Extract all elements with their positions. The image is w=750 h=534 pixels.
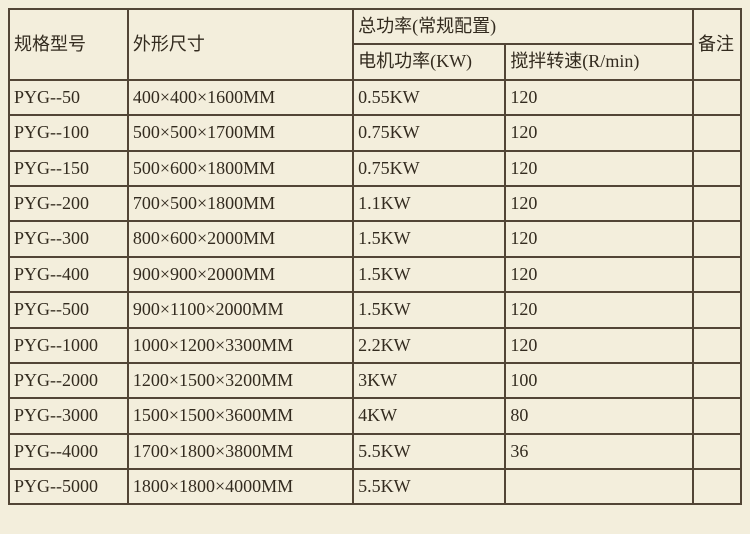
- cell-model: PYG--150: [9, 151, 128, 186]
- cell-mix_speed: 120: [505, 80, 693, 115]
- cell-model: PYG--400: [9, 257, 128, 292]
- cell-mix_speed: 80: [505, 398, 693, 433]
- cell-motor_power: 3KW: [353, 363, 505, 398]
- cell-remark: [693, 257, 741, 292]
- header-remark: 备注: [693, 9, 741, 80]
- cell-motor_power: 0.55KW: [353, 80, 505, 115]
- cell-mix_speed: [505, 469, 693, 504]
- cell-model: PYG--5000: [9, 469, 128, 504]
- cell-motor_power: 4KW: [353, 398, 505, 433]
- cell-remark: [693, 80, 741, 115]
- cell-remark: [693, 398, 741, 433]
- cell-dimension: 700×500×1800MM: [128, 186, 353, 221]
- cell-remark: [693, 151, 741, 186]
- header-mix-speed: 搅拌转速(R/min): [505, 44, 693, 79]
- table-row: PYG--150500×600×1800MM0.75KW120: [9, 151, 741, 186]
- table-row: PYG--10001000×1200×3300MM2.2KW120: [9, 328, 741, 363]
- cell-dimension: 1700×1800×3800MM: [128, 434, 353, 469]
- cell-dimension: 500×600×1800MM: [128, 151, 353, 186]
- cell-motor_power: 0.75KW: [353, 115, 505, 150]
- cell-motor_power: 0.75KW: [353, 151, 505, 186]
- cell-remark: [693, 221, 741, 256]
- cell-dimension: 400×400×1600MM: [128, 80, 353, 115]
- cell-mix_speed: 120: [505, 328, 693, 363]
- cell-model: PYG--1000: [9, 328, 128, 363]
- cell-mix_speed: 100: [505, 363, 693, 398]
- table-row: PYG--100500×500×1700MM0.75KW120: [9, 115, 741, 150]
- cell-dimension: 1200×1500×3200MM: [128, 363, 353, 398]
- cell-dimension: 1000×1200×3300MM: [128, 328, 353, 363]
- cell-remark: [693, 292, 741, 327]
- cell-model: PYG--4000: [9, 434, 128, 469]
- cell-motor_power: 1.1KW: [353, 186, 505, 221]
- table-row: PYG--200700×500×1800MM1.1KW120: [9, 186, 741, 221]
- cell-model: PYG--300: [9, 221, 128, 256]
- table-row: PYG--400900×900×2000MM1.5KW120: [9, 257, 741, 292]
- table-row: PYG--30001500×1500×3600MM4KW80: [9, 398, 741, 433]
- cell-motor_power: 2.2KW: [353, 328, 505, 363]
- cell-mix_speed: 120: [505, 186, 693, 221]
- cell-model: PYG--200: [9, 186, 128, 221]
- cell-mix_speed: 120: [505, 151, 693, 186]
- cell-dimension: 800×600×2000MM: [128, 221, 353, 256]
- cell-dimension: 1800×1800×4000MM: [128, 469, 353, 504]
- cell-model: PYG--100: [9, 115, 128, 150]
- spec-table-body: PYG--50400×400×1600MM0.55KW120PYG--10050…: [9, 80, 741, 505]
- cell-remark: [693, 469, 741, 504]
- cell-remark: [693, 328, 741, 363]
- table-row: PYG--20001200×1500×3200MM3KW100: [9, 363, 741, 398]
- cell-remark: [693, 363, 741, 398]
- cell-remark: [693, 186, 741, 221]
- cell-dimension: 500×500×1700MM: [128, 115, 353, 150]
- cell-motor_power: 1.5KW: [353, 221, 505, 256]
- table-row: PYG--50001800×1800×4000MM5.5KW: [9, 469, 741, 504]
- cell-mix_speed: 36: [505, 434, 693, 469]
- header-dimension: 外形尺寸: [128, 9, 353, 80]
- cell-dimension: 1500×1500×3600MM: [128, 398, 353, 433]
- table-row: PYG--300800×600×2000MM1.5KW120: [9, 221, 741, 256]
- cell-dimension: 900×900×2000MM: [128, 257, 353, 292]
- cell-mix_speed: 120: [505, 115, 693, 150]
- cell-mix_speed: 120: [505, 257, 693, 292]
- header-motor-power: 电机功率(KW): [353, 44, 505, 79]
- cell-model: PYG--500: [9, 292, 128, 327]
- spec-table: 规格型号 外形尺寸 总功率(常规配置) 备注 电机功率(KW) 搅拌转速(R/m…: [8, 8, 742, 505]
- cell-remark: [693, 434, 741, 469]
- cell-model: PYG--2000: [9, 363, 128, 398]
- cell-dimension: 900×1100×2000MM: [128, 292, 353, 327]
- cell-model: PYG--3000: [9, 398, 128, 433]
- cell-model: PYG--50: [9, 80, 128, 115]
- header-model: 规格型号: [9, 9, 128, 80]
- header-total-power: 总功率(常规配置): [353, 9, 693, 44]
- table-row: PYG--40001700×1800×3800MM5.5KW36: [9, 434, 741, 469]
- cell-motor_power: 5.5KW: [353, 469, 505, 504]
- table-row: PYG--500900×1100×2000MM1.5KW120: [9, 292, 741, 327]
- cell-remark: [693, 115, 741, 150]
- cell-motor_power: 1.5KW: [353, 292, 505, 327]
- cell-mix_speed: 120: [505, 292, 693, 327]
- cell-mix_speed: 120: [505, 221, 693, 256]
- table-row: PYG--50400×400×1600MM0.55KW120: [9, 80, 741, 115]
- cell-motor_power: 1.5KW: [353, 257, 505, 292]
- cell-motor_power: 5.5KW: [353, 434, 505, 469]
